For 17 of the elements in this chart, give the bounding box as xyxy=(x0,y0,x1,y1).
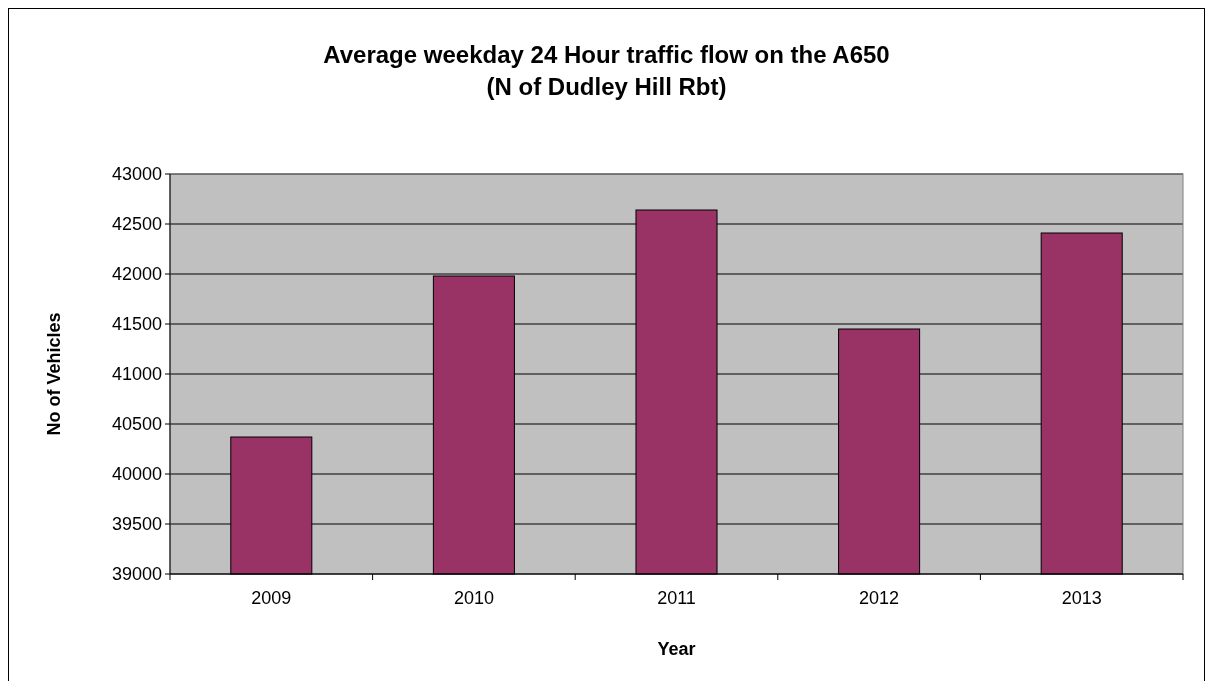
y-tick-label: 43000 xyxy=(111,164,162,185)
x-tick-label: 2012 xyxy=(859,588,900,608)
x-tick-label: 2009 xyxy=(251,588,292,608)
y-tick-label: 39500 xyxy=(111,514,162,535)
y-tick-label: 41000 xyxy=(111,364,162,385)
y-tick-label: 39000 xyxy=(111,564,162,585)
chart-title: Average weekday 24 Hour traffic flow on the A650 (N of Dudley Hill Rbt) xyxy=(323,41,890,100)
x-axis-title: Year xyxy=(657,639,696,659)
y-tick-label: 40000 xyxy=(111,464,162,485)
y-tick-label: 41500 xyxy=(111,314,162,335)
y-axis-title: No of Vehicles xyxy=(44,312,64,436)
x-tick-label: 2011 xyxy=(657,588,696,608)
x-tick-label: 2010 xyxy=(453,588,494,608)
y-tick-label: 42500 xyxy=(111,214,162,235)
y-tick-label: 42000 xyxy=(111,264,162,285)
x-tick-label: 2013 xyxy=(1061,588,1102,608)
y-tick-label: 40500 xyxy=(111,414,162,435)
